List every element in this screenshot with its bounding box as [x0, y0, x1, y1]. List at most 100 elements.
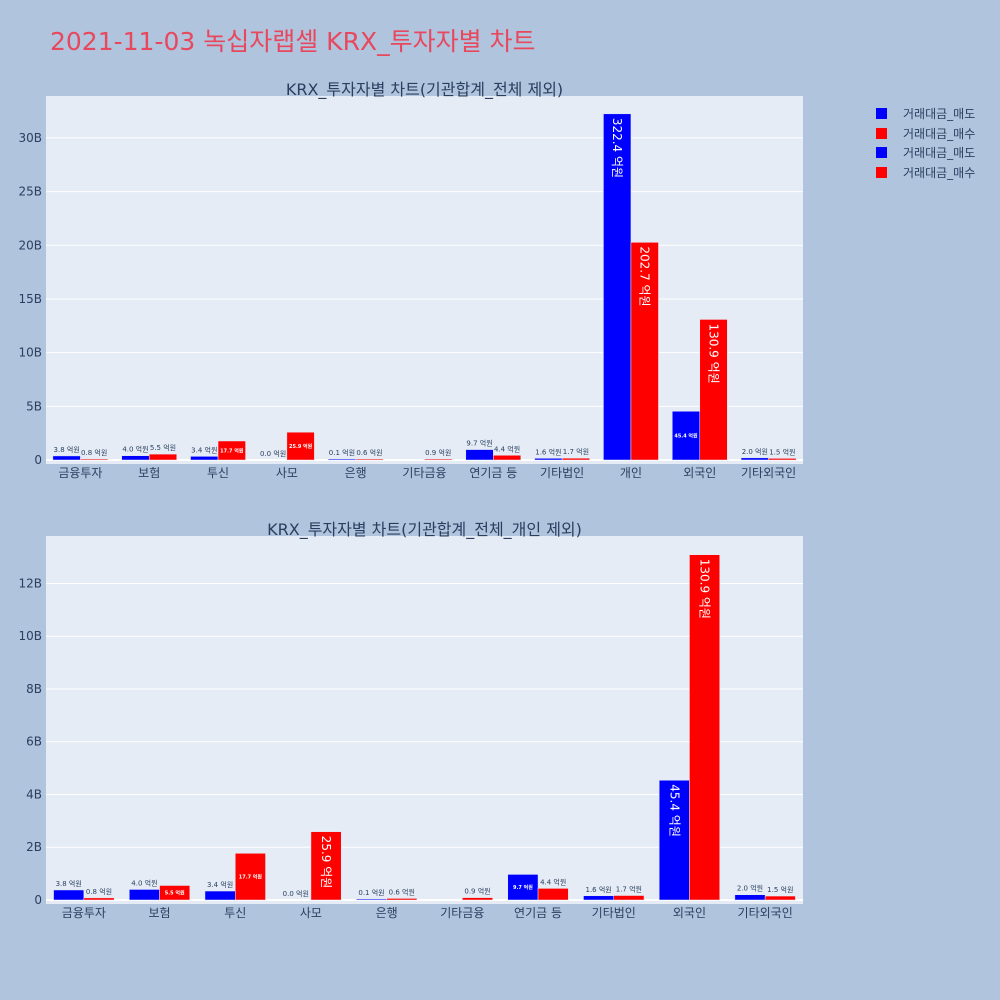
bar-value-label: 45.4 억원	[667, 784, 681, 837]
bar	[603, 113, 632, 461]
bar	[465, 449, 494, 461]
bar-value-label: 9.7 억원	[513, 884, 533, 891]
bar	[764, 895, 796, 901]
bar-value-label: 5.5 억원	[150, 443, 176, 452]
y-tick-label: 4B	[26, 787, 42, 801]
bar	[671, 411, 701, 461]
legend-swatch-buy	[876, 127, 887, 139]
bar	[52, 455, 81, 461]
x-tick-label: 금융투자	[58, 466, 102, 480]
x-tick-label: 연기금 등	[469, 466, 517, 480]
bar-value-label: 25.9 억원	[319, 836, 333, 889]
legend-swatch-sell	[876, 147, 887, 159]
y-tick-label: 0	[34, 453, 42, 467]
bar-value-label: 1.5 억원	[769, 447, 795, 456]
y-tick-label: 8B	[26, 682, 42, 696]
bar-value-label: 1.5 억원	[767, 885, 793, 894]
y-tick-label: 5B	[26, 399, 42, 413]
bar	[493, 455, 522, 461]
bar-value-label: 17.7 억원	[220, 447, 244, 454]
bar-value-label: 9.7 억원	[466, 439, 492, 448]
y-tick-label: 10B	[18, 629, 42, 643]
y-tick-label: 0	[34, 893, 42, 907]
legend-swatch-sell	[876, 108, 887, 120]
legend-item-buy[interactable]: 거래대금_매수	[876, 163, 975, 183]
legend-label: 거래대금_매도	[903, 146, 976, 161]
x-tick-label: 외국인	[673, 906, 706, 920]
x-tick-label: 기타외국인	[741, 466, 796, 480]
y-tick-label: 15B	[18, 292, 42, 306]
bar	[386, 898, 418, 901]
x-tick-label: 투신	[207, 466, 229, 480]
bar-value-label: 0.9 억원	[425, 448, 451, 457]
bar-value-label: 4.0 억원	[131, 878, 157, 887]
legend-label: 거래대금_매수	[903, 165, 976, 180]
bar	[424, 458, 453, 461]
bar-value-label: 0.9 억원	[464, 887, 490, 896]
bar	[80, 458, 109, 461]
bar	[310, 831, 342, 901]
x-tick-label: 은행	[376, 905, 398, 920]
bar	[286, 431, 315, 461]
bar-value-label: 3.4 억원	[191, 445, 217, 454]
y-tick-label: 20B	[18, 238, 42, 252]
bar-value-label: 1.6 억원	[535, 447, 561, 456]
bar	[83, 897, 115, 901]
x-tick-label: 보험	[138, 466, 160, 480]
x-tick-label: 기타금융	[440, 906, 484, 920]
bar	[613, 895, 645, 901]
bar	[561, 457, 590, 461]
bar-value-label: 0.1 억원	[329, 448, 355, 457]
x-tick-label: 은행	[345, 465, 367, 480]
bar	[235, 853, 266, 901]
bar-value-label: 45.4 억원	[674, 433, 698, 440]
x-tick-label: 금융투자	[62, 906, 106, 920]
bar	[217, 440, 246, 461]
bar-value-label: 0.6 억원	[356, 448, 382, 457]
chart-title: KRX_투자자별 차트(기관합계_전체_개인 제외)	[267, 520, 582, 540]
bar	[630, 242, 659, 461]
y-tick-label: 30B	[18, 131, 42, 145]
legend-item-buy[interactable]: 거래대금_매수	[876, 124, 975, 144]
bar	[159, 885, 191, 901]
legend-item-sell[interactable]: 거래대금_매도	[876, 143, 975, 163]
legend-item-sell[interactable]: 거래대금_매도	[876, 104, 975, 124]
bar-value-label: 3.8 억원	[54, 445, 80, 454]
bar	[583, 895, 614, 901]
bar	[689, 554, 720, 901]
bar	[148, 453, 178, 461]
bar	[355, 458, 384, 461]
bar-value-label: 3.8 억원	[56, 879, 82, 888]
bar-value-label: 322.4 억원	[610, 118, 624, 178]
chart-title: KRX_투자자별 차트(기관합계_전체 제외)	[286, 80, 563, 100]
y-tick-label: 6B	[26, 735, 42, 749]
legend-label: 거래대금_매수	[903, 126, 976, 141]
x-tick-label: 투신	[224, 906, 246, 920]
x-tick-label: 기타외국인	[738, 906, 793, 920]
bar-value-label: 25.9 억원	[289, 443, 313, 450]
bar-value-label: 17.7 억원	[239, 874, 263, 881]
x-tick-label: 기타법인	[540, 466, 584, 480]
bar-value-label: 5.5 억원	[165, 890, 185, 897]
bar	[658, 779, 690, 901]
y-tick-label: 25B	[18, 185, 42, 199]
bar-value-label: 130.9 억원	[698, 559, 712, 619]
page-title: 2021-11-03 녹십자랩셀 KRX_투자자별 차트	[50, 27, 536, 56]
bar-value-label: 1.7 억원	[616, 885, 642, 894]
bar	[129, 889, 160, 901]
bar-value-label: 4.0 억원	[122, 445, 148, 454]
bar-value-label: 4.4 억원	[494, 444, 520, 453]
legend-swatch-buy	[876, 166, 887, 178]
x-tick-label: 기타금융	[402, 466, 446, 480]
bar-value-label: 2.0 억원	[737, 884, 763, 893]
bar	[462, 897, 493, 901]
chart-all-investors: 0 5B 10B 15B 20B 25B 30B KRX_투자자별 차트(기관합계_전체 제외…	[18, 80, 803, 480]
bar	[204, 890, 236, 901]
bar	[537, 888, 569, 901]
x-tick-label: 외국인	[683, 466, 716, 480]
bar-value-label: 0.0 억원	[260, 449, 286, 458]
y-tick-label: 2B	[26, 840, 42, 854]
legend: 거래대금_매도 거래대금_매수 거래대금_매도 거래대금_매수	[876, 104, 975, 182]
bar-value-label: 202.7 억원	[638, 246, 652, 306]
